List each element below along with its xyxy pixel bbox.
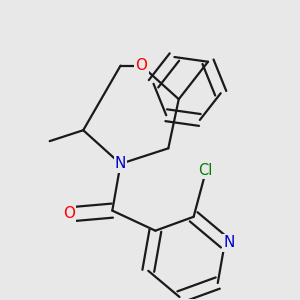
Text: O: O <box>135 58 147 73</box>
Text: N: N <box>223 236 235 250</box>
Text: Cl: Cl <box>198 163 212 178</box>
Text: O: O <box>63 206 75 221</box>
Text: N: N <box>115 156 126 171</box>
